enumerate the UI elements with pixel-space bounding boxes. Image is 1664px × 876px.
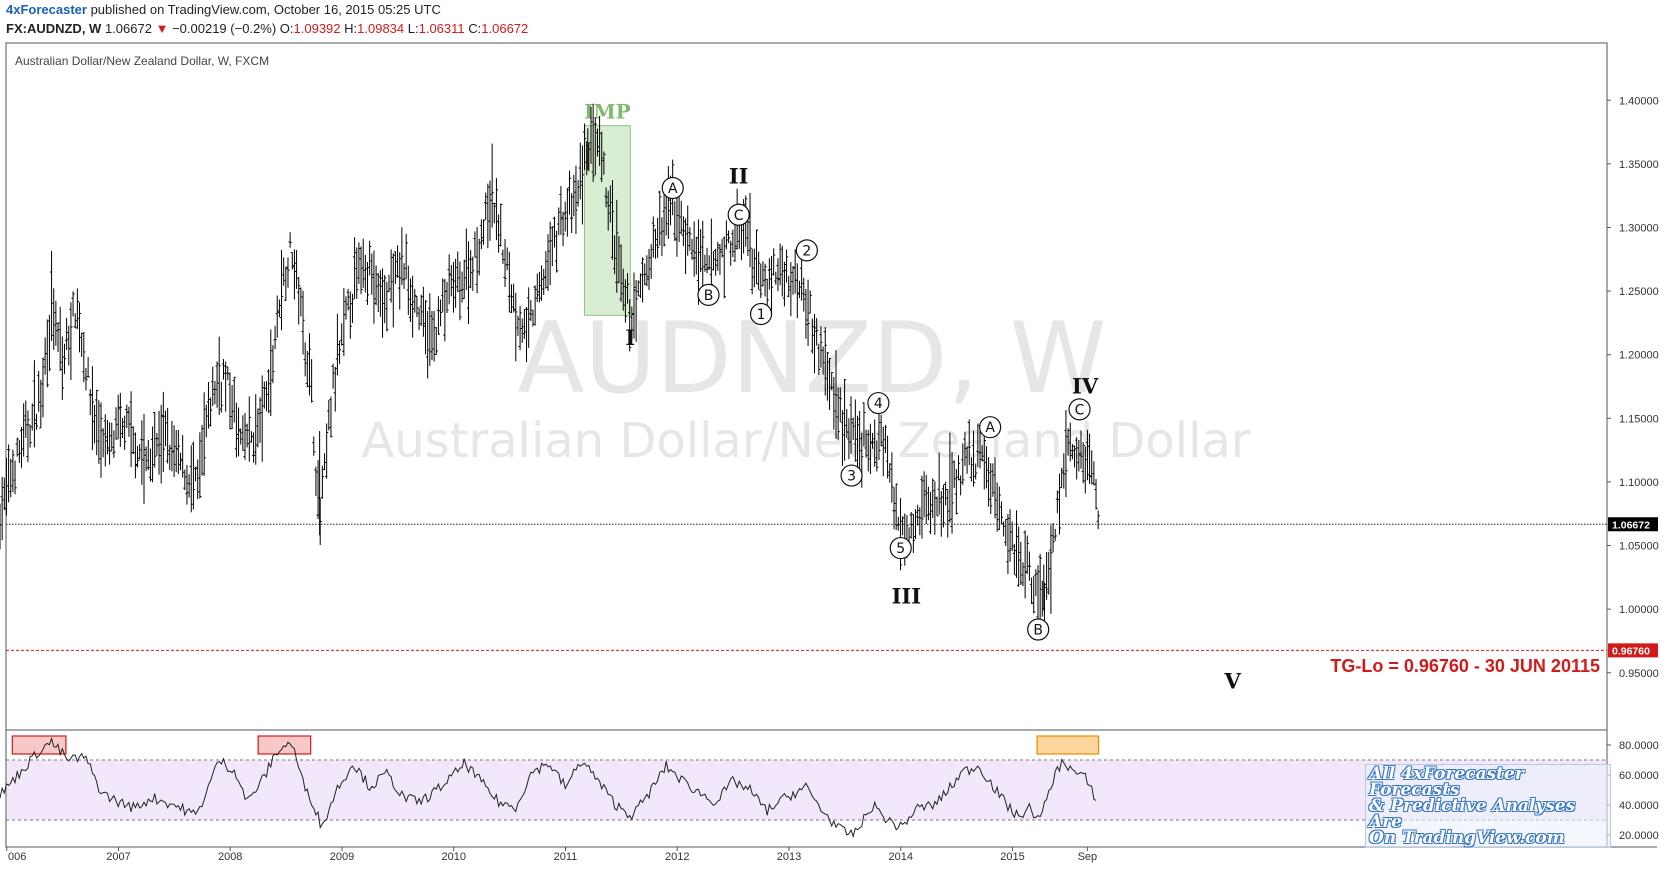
wave-label: 4 — [874, 396, 883, 412]
last-price: 1.06672 — [104, 21, 152, 36]
rsi-axis-label: 80.0000 — [1619, 740, 1659, 752]
price-axis-label: 1.00000 — [1619, 604, 1659, 616]
wave-label-circle — [795, 239, 818, 262]
wave-degree-label: II — [729, 164, 749, 189]
promo-line-1: All 4xForecaster Forecasts — [1369, 764, 1524, 800]
wave-label: C — [734, 208, 744, 224]
high-value: 1.09834 — [357, 21, 405, 36]
last-price-tag-label: 1.06672 — [1612, 519, 1650, 531]
wave-label: B — [704, 288, 714, 304]
wave-label-circle — [840, 464, 863, 487]
wave-label: A — [985, 420, 995, 436]
open-value: 1.09392 — [293, 21, 341, 36]
rsi-axis-label: 20.0000 — [1619, 830, 1659, 842]
time-axis-label: 2013 — [777, 851, 801, 863]
wave-label-circle — [867, 391, 890, 415]
time-axis-label: 2008 — [218, 851, 242, 863]
time-axis-label: 2007 — [106, 851, 130, 863]
wave-label: B — [1033, 622, 1043, 638]
time-axis-label: 2009 — [330, 851, 354, 863]
low-value: 1.06311 — [418, 21, 465, 36]
price-axis-label: 1.25000 — [1619, 286, 1659, 298]
promo-line-2: & Predictive Analyses Are — [1369, 796, 1576, 832]
rsi-band — [7, 760, 1606, 820]
chart-title: Australian Dollar/New Zealand Dollar, W,… — [15, 54, 269, 68]
time-axis-label: 006 — [8, 851, 26, 863]
price-axis-label: 1.35000 — [1619, 159, 1659, 171]
price-axis-label: 1.30000 — [1619, 222, 1659, 234]
wave-degree-label: IV — [1072, 374, 1099, 399]
publish-info: published on TradingView.com, October 16… — [90, 2, 441, 17]
wave-label-circle — [979, 416, 1002, 439]
wave-label-circle — [1068, 398, 1091, 421]
wave-label: 1 — [757, 307, 766, 323]
time-axis-label: 2014 — [888, 851, 912, 863]
open-label: O: — [279, 21, 294, 36]
price-axis-label: 1.40000 — [1619, 95, 1659, 107]
target-price-tag-label: 0.96760 — [1612, 645, 1650, 657]
price-axis-label: 1.10000 — [1619, 477, 1659, 489]
close-label: C: — [468, 21, 482, 36]
rsi-axis-label: 40.0000 — [1619, 800, 1659, 812]
wave-label-circle — [749, 302, 773, 326]
target-price-tag — [1608, 643, 1658, 658]
overbought-box — [257, 735, 312, 755]
time-axis-label: Sep — [1078, 851, 1098, 863]
price-axis-label: 0.95000 — [1619, 668, 1659, 680]
publish-header: 4xForecaster published on TradingView.co… — [6, 2, 441, 17]
quote-bar: FX:AUDNZD, W 1.06672 ▼ −0.00219 (−0.2%) … — [6, 21, 528, 36]
wave-label-circle — [889, 536, 912, 560]
wave-degree-label: I — [625, 325, 635, 350]
price-axis-label: 1.20000 — [1619, 350, 1659, 362]
wave-label-circle — [661, 176, 684, 200]
current-overbought-box — [1036, 735, 1100, 755]
impulse-label: IMP — [584, 100, 631, 124]
promo-note: All 4xForecaster Forecasts & Predictive … — [1365, 764, 1611, 848]
price-axis-label: 1.05000 — [1619, 541, 1659, 553]
time-axis-label: 2015 — [1000, 851, 1024, 863]
watermark-name: Australian Dollar/New Zealand Dollar — [361, 413, 1250, 469]
time-axis-label: 2010 — [441, 851, 465, 863]
price-axis-label: 1.15000 — [1619, 413, 1659, 425]
wave-label-circle — [1027, 618, 1050, 641]
wave-label: A — [668, 181, 678, 197]
wave-label-circle — [727, 203, 750, 226]
close-value: 1.06672 — [481, 21, 529, 36]
promo-line-3: On TradingView.com — [1369, 828, 1565, 848]
last-price-tag — [1608, 517, 1658, 532]
time-axis-label: 2012 — [665, 851, 689, 863]
down-arrow-icon: ▼ — [155, 21, 169, 36]
symbol-label[interactable]: FX:AUDNZD, W — [6, 21, 102, 36]
high-label: H: — [344, 21, 358, 36]
wave-label: 3 — [847, 469, 856, 485]
time-axis-label: 2011 — [554, 851, 578, 863]
rsi-line — [0, 736, 1097, 839]
wave-label-circle — [697, 283, 720, 306]
rsi-axis-label: 60.0000 — [1619, 770, 1659, 782]
wave-label: 2 — [802, 243, 811, 259]
wave-label: C — [1075, 402, 1085, 418]
wave-label: 5 — [896, 541, 905, 557]
target-text: TG-Lo = 0.96760 - 30 JUN 20115 — [1330, 656, 1600, 676]
price-change: −0.00219 (−0.2%) — [172, 21, 277, 36]
wave-degree-label: V — [1223, 669, 1241, 694]
author-link[interactable]: 4xForecaster — [6, 2, 87, 17]
wave-degree-label: III — [892, 583, 921, 608]
low-label: L: — [407, 21, 419, 36]
